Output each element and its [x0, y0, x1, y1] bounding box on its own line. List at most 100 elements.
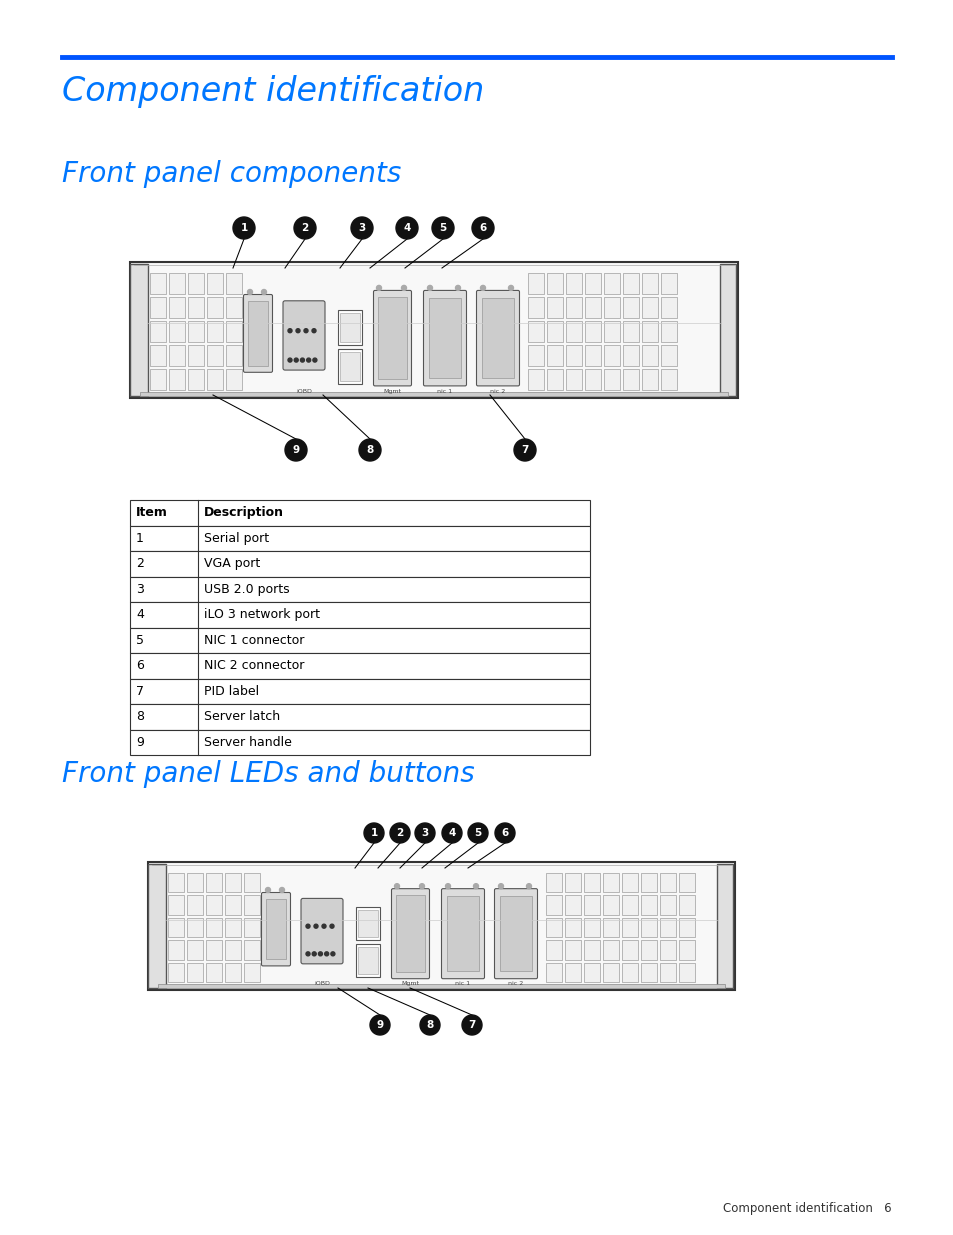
- Text: 4: 4: [403, 224, 410, 233]
- Circle shape: [401, 285, 406, 290]
- Bar: [640, 918, 657, 937]
- Circle shape: [480, 285, 485, 290]
- Text: nic 2: nic 2: [508, 981, 523, 986]
- Circle shape: [468, 823, 488, 844]
- Bar: [130, 653, 589, 678]
- Bar: [622, 273, 639, 294]
- Bar: [447, 897, 478, 971]
- Bar: [640, 895, 657, 915]
- Circle shape: [395, 884, 399, 889]
- Bar: [602, 962, 618, 982]
- Bar: [130, 730, 589, 755]
- FancyBboxPatch shape: [476, 290, 519, 385]
- Text: Mgmt: Mgmt: [401, 981, 419, 986]
- Text: Server latch: Server latch: [204, 710, 280, 724]
- Circle shape: [358, 438, 380, 461]
- Circle shape: [526, 884, 531, 889]
- Bar: [564, 940, 580, 960]
- Circle shape: [351, 217, 373, 240]
- Bar: [603, 296, 619, 317]
- Bar: [621, 873, 638, 893]
- Bar: [206, 918, 222, 937]
- Bar: [150, 321, 166, 342]
- Bar: [337, 350, 361, 384]
- Bar: [602, 873, 618, 893]
- Circle shape: [313, 358, 316, 362]
- Circle shape: [294, 217, 315, 240]
- Text: iLO 3 network port: iLO 3 network port: [204, 609, 319, 621]
- Text: Serial port: Serial port: [204, 532, 269, 545]
- Bar: [679, 918, 695, 937]
- Text: 5: 5: [439, 224, 446, 233]
- Circle shape: [279, 888, 284, 893]
- Text: VGA port: VGA port: [204, 557, 260, 571]
- Circle shape: [472, 217, 494, 240]
- Bar: [621, 940, 638, 960]
- Bar: [527, 296, 543, 317]
- Bar: [622, 296, 639, 317]
- Bar: [225, 873, 241, 893]
- Text: 7: 7: [520, 445, 528, 454]
- Text: NIC 2 connector: NIC 2 connector: [204, 659, 304, 672]
- Bar: [226, 273, 242, 294]
- Bar: [150, 369, 166, 390]
- Circle shape: [233, 217, 254, 240]
- Bar: [148, 864, 166, 988]
- Bar: [584, 296, 600, 317]
- Bar: [130, 704, 589, 730]
- Bar: [150, 296, 166, 317]
- Circle shape: [288, 358, 292, 362]
- Bar: [150, 345, 166, 366]
- Text: 8: 8: [366, 445, 374, 454]
- Bar: [266, 899, 286, 960]
- Text: Mgmt: Mgmt: [383, 389, 401, 394]
- Bar: [603, 369, 619, 390]
- Bar: [659, 895, 676, 915]
- Bar: [226, 345, 242, 366]
- FancyBboxPatch shape: [243, 294, 273, 372]
- Circle shape: [445, 884, 450, 889]
- Bar: [564, 918, 580, 937]
- Bar: [187, 918, 203, 937]
- Bar: [564, 895, 580, 915]
- Text: 6: 6: [478, 224, 486, 233]
- Bar: [148, 862, 734, 990]
- Circle shape: [441, 823, 461, 844]
- Text: 1: 1: [240, 224, 248, 233]
- Text: 6: 6: [501, 827, 508, 839]
- Bar: [679, 962, 695, 982]
- Bar: [130, 262, 738, 398]
- Bar: [158, 984, 724, 988]
- Bar: [622, 321, 639, 342]
- Bar: [602, 895, 618, 915]
- Bar: [188, 321, 204, 342]
- Bar: [545, 918, 561, 937]
- Text: nic 2: nic 2: [490, 389, 505, 394]
- Bar: [659, 962, 676, 982]
- Bar: [584, 369, 600, 390]
- Bar: [660, 296, 677, 317]
- Bar: [640, 962, 657, 982]
- Bar: [641, 273, 658, 294]
- Bar: [621, 895, 638, 915]
- Bar: [207, 369, 223, 390]
- Bar: [168, 895, 184, 915]
- Text: Item: Item: [136, 506, 168, 519]
- Bar: [564, 873, 580, 893]
- Bar: [660, 321, 677, 342]
- Bar: [130, 526, 589, 551]
- Bar: [206, 873, 222, 893]
- Circle shape: [318, 952, 322, 956]
- Circle shape: [376, 285, 381, 290]
- Text: iOBD: iOBD: [314, 981, 330, 986]
- Bar: [621, 918, 638, 937]
- Circle shape: [370, 1015, 390, 1035]
- Bar: [244, 873, 260, 893]
- Bar: [207, 296, 223, 317]
- Text: Component identification   6: Component identification 6: [722, 1202, 891, 1215]
- Text: nic 1: nic 1: [437, 389, 452, 394]
- Bar: [545, 895, 561, 915]
- Bar: [395, 895, 424, 972]
- Bar: [130, 601, 589, 627]
- Bar: [168, 873, 184, 893]
